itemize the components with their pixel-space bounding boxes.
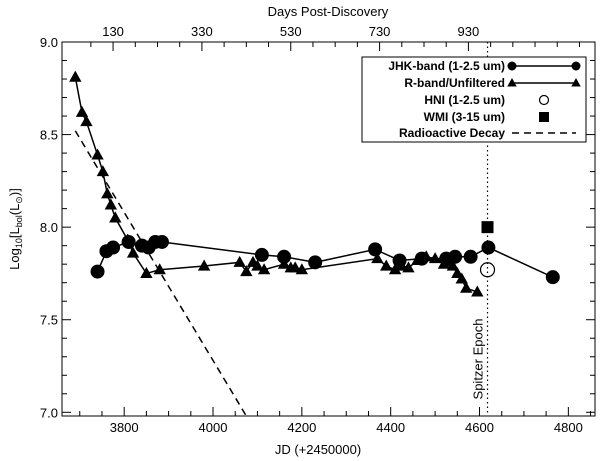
jhk-point [545,270,560,285]
top-x-tick-label: 130 [102,24,124,39]
jhk-point [368,242,383,257]
hni-point [479,262,496,278]
r-band-point [471,285,484,297]
radioactive-decay-line [74,130,247,416]
r-band-point [257,263,271,275]
r-band-point [109,211,122,223]
y-tick-label: 9.0 [40,35,58,50]
jhk-point [154,234,169,249]
jhk-point [481,240,496,255]
r-band-point [91,148,104,160]
jhk-point [106,240,121,255]
r-band-point [455,272,468,284]
r-band-point [233,255,246,267]
r-band-point [197,259,211,271]
r-band-point [80,115,93,127]
jhk-point [90,264,105,279]
x-tick-label: 4400 [376,420,405,435]
jhk-point [448,249,463,264]
x-tick-label: 3800 [110,420,139,435]
top-x-axis: 130 330 530 730 930 [90,24,580,51]
x-tick-label: 4600 [465,420,494,435]
y-tick-label: 7.5 [40,313,58,328]
r-band-point [251,259,264,271]
r-band-point [420,250,433,262]
top-x-tick-label: 530 [280,24,302,39]
legend-label: JHK-band (1-2.5 um) [388,59,505,73]
jhk-point [463,249,478,264]
legend-r-band-marker [571,78,581,87]
r-band-point [69,70,82,82]
y-title-part-3: (L [7,204,22,216]
x-axis: 3800 4000 4200 4400 4600 4800 [79,407,592,435]
jhk-point [277,249,292,264]
y-title-sub-3: ⊙ [14,196,24,204]
legend: JHK-band (1-2.5 um) R-band/Unfiltered HNI … [361,56,587,143]
jhk-point [254,247,269,262]
r-band-point [153,263,166,275]
r-band-point [96,165,110,177]
r-band-point [402,261,415,273]
r-band-point [460,281,473,293]
top-x-tick-label: 330 [191,24,213,39]
r-band-point [411,253,424,266]
marker-layer [69,70,560,297]
y-tick-label: 7.0 [40,405,58,420]
top-x-tick-label: 930 [458,24,480,39]
legend-label: R-band/Unfiltered [404,76,505,90]
legend-jhk-marker [507,61,517,71]
y-title-part-4: )] [7,188,22,196]
r-band-point [437,257,451,269]
top-x-tick-label: 730 [369,24,391,39]
r-band-point [240,265,253,277]
x-tick-label: 4000 [199,420,228,435]
r-band-point [277,257,291,269]
y-title-sub-1: 10 [14,238,24,248]
r-band-point [104,198,118,210]
r-band-point [428,252,442,264]
legend-label: HNI (1-2.5 um) [424,93,505,107]
legend-jhk-marker [571,61,581,71]
spitzer-epoch-label: Spitzer Epoch [471,319,486,400]
r-band-point [121,233,134,245]
r-band-point [75,105,89,117]
x-axis-title: JD (+2450000) [275,442,361,457]
y-title-part-2: [L [7,227,22,238]
y-axis-title: Log10[Lbol(L⊙)] [7,188,24,270]
y-title-part-1: Log [7,248,22,270]
jhk-point [308,255,323,270]
r-band-point [126,246,140,258]
plot-frame [61,41,596,417]
r-band-point [101,187,114,199]
r-band-point [446,259,460,271]
y-tick-label: 8.0 [40,220,58,235]
legend-label: WMI (3-15 um) [424,110,505,124]
legend-wmi-marker [539,112,549,122]
r-band-point [388,263,402,275]
x-tick-label: 4200 [287,420,316,435]
y-axis: 7.0 7.5 8.0 8.5 9.0 [40,35,595,420]
x-tick-label: 4800 [554,420,583,435]
legend-hni-marker [538,94,550,106]
r-band-point [295,263,309,275]
r-band-point [371,252,384,264]
legend-label: Radioactive Decay [399,126,505,140]
r-band-point [380,259,393,271]
y-tick-label: 8.5 [40,128,58,143]
r-band-point [140,266,153,278]
y-title-sub-2: bol [14,215,24,227]
top-axis-title: Days Post-Discovery [268,4,389,19]
legend-r-band-marker [507,78,517,87]
